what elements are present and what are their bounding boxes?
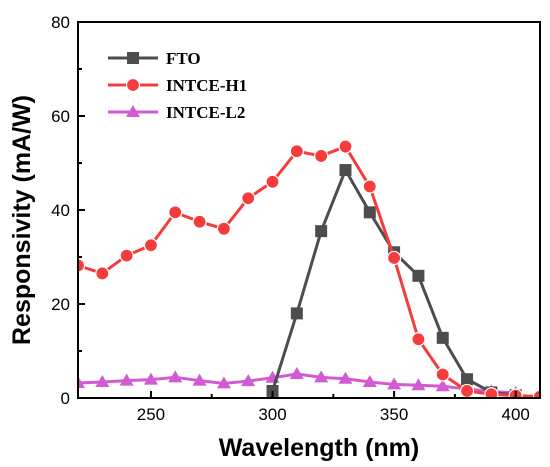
data-point-intce-h1 [315,149,328,162]
series-fto [267,164,522,401]
legend-item-intce-l2: INTCE-L2 [108,103,245,122]
x-axis-title: Wavelength (nm) [219,434,419,462]
legend-label: FTO [166,49,201,68]
data-point-intce-h1 [388,251,401,264]
data-point-fto [437,332,449,344]
legend: FTO INTCE-H1 INTCE-L2 [108,49,247,122]
data-point-fto [315,225,327,237]
legend-item-fto: FTO [108,49,201,68]
y-tick-label: 20 [51,295,70,314]
data-point-fto [461,373,473,385]
data-point-intce-h1 [412,333,425,346]
data-point-intce-h1 [96,267,109,280]
y-axis-title: Responsivity (mA/W) [8,95,36,345]
legend-marker [127,79,140,92]
data-point-intce-h1 [363,180,376,193]
data-point-intce-h1 [266,175,279,188]
y-tick-label: 80 [51,13,70,32]
data-point-intce-h1 [290,145,303,158]
data-point-fto [291,307,303,319]
data-point-fto [364,206,376,218]
legend-label: INTCE-L2 [166,103,245,122]
data-point-fto [339,164,351,176]
legend-marker [127,52,139,64]
data-point-intce-h1 [461,384,474,397]
y-tick-label: 0 [61,389,70,408]
series-line-fto [273,170,516,395]
data-point-intce-h1 [144,239,157,252]
x-tick-label: 350 [380,405,408,424]
data-point-intce-h1 [242,192,255,205]
data-point-intce-h1 [436,368,449,381]
data-point-intce-h1 [193,215,206,228]
data-point-intce-l2 [290,367,304,379]
data-point-intce-h1 [339,140,352,153]
x-tick-label: 300 [258,405,286,424]
x-tick-label: 250 [137,405,165,424]
y-tick-label: 60 [51,107,70,126]
series-layer [71,140,547,403]
legend-label: INTCE-H1 [166,76,247,95]
plot-frame [78,22,540,398]
x-tick-label: 400 [501,405,529,424]
data-point-fto [412,270,424,282]
data-point-intce-h1 [217,222,230,235]
legend-item-intce-h1: INTCE-H1 [108,76,247,95]
data-point-intce-h1 [169,206,182,219]
data-point-intce-h1 [120,249,133,262]
y-tick-label: 40 [51,201,70,220]
